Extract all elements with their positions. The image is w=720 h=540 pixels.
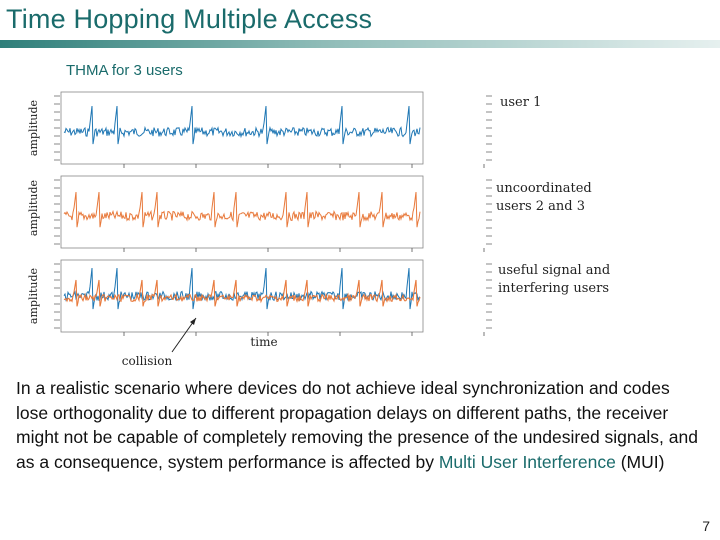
panel-2-label-line-2: users 2 and 3 — [496, 199, 585, 214]
combined-user-1-signal — [63, 267, 421, 310]
axis-tick-marks — [54, 95, 492, 336]
slide-title: Time Hopping Multiple Access — [6, 4, 373, 34]
panel-user-1: amplitude user 1 — [27, 91, 541, 165]
thma-figure: amplitude user 1 amplitude uncoordinated… — [24, 84, 624, 374]
page-number: 7 — [702, 518, 710, 534]
panel-3-label-line-2: interfering users — [498, 281, 609, 296]
panel-users-2-3: amplitude uncoordinated users 2 and 3 — [27, 175, 592, 249]
arrow-head-icon — [190, 318, 196, 325]
figure-subtitle: THMA for 3 users — [66, 62, 183, 79]
thma-signal-plot: amplitude user 1 amplitude uncoordinated… — [27, 91, 610, 368]
collision-arrow — [171, 317, 197, 353]
title-rule — [0, 40, 720, 48]
users-2-3-signal — [63, 191, 421, 228]
panel-3-label-line-1: useful signal and — [498, 263, 610, 278]
panel-2-ylabel: amplitude — [27, 180, 40, 236]
body-text-end: (MUI) — [615, 451, 665, 472]
collision-annotation: collision — [122, 317, 197, 368]
combined-interferer-signal — [63, 279, 421, 307]
panel-3-ylabel: amplitude — [27, 268, 40, 324]
collision-label: collision — [122, 354, 173, 368]
panel-2-label-line-1: uncoordinated — [496, 181, 592, 196]
panel-1-ylabel: amplitude — [27, 100, 40, 156]
mui-term-link[interactable]: Multi User Interference — [438, 451, 616, 472]
body-text-main: In a realistic scenario where devices do… — [16, 378, 698, 472]
user-1-signal — [63, 105, 421, 145]
body-paragraph: In a realistic scenario where devices do… — [16, 376, 706, 474]
panel-frame — [60, 175, 424, 249]
x-axis-label: time — [250, 335, 277, 349]
panel-frame — [60, 91, 424, 165]
panel-combined: amplitude useful signal and interfering … — [27, 259, 610, 349]
panel-1-label: user 1 — [500, 95, 541, 110]
